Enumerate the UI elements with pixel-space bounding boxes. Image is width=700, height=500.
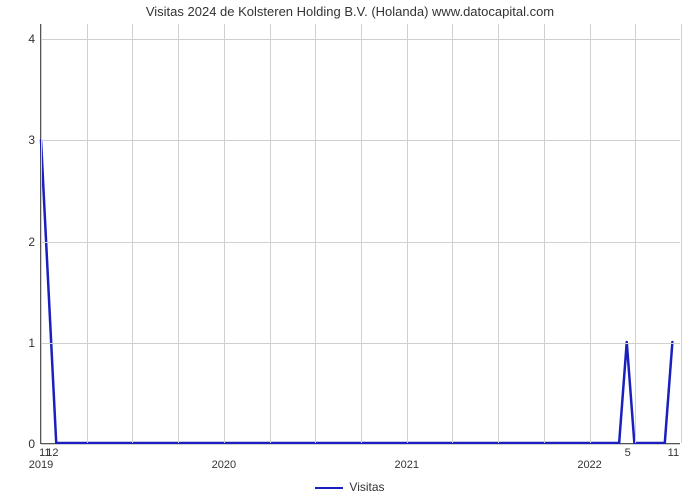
- y-tick-label: 1: [28, 336, 41, 350]
- y-tick-label: 4: [28, 32, 41, 46]
- legend: Visitas: [0, 480, 700, 494]
- y-tick-label: 3: [28, 133, 41, 147]
- visits-chart: Visitas 2024 de Kolsteren Holding B.V. (…: [0, 0, 700, 500]
- gridline-v: [498, 24, 499, 443]
- legend-label: Visitas: [349, 480, 384, 494]
- gridline-v: [224, 24, 225, 443]
- gridline-v: [178, 24, 179, 443]
- gridline-v: [132, 24, 133, 443]
- gridline-v: [590, 24, 591, 443]
- gridline-v: [544, 24, 545, 443]
- chart-title: Visitas 2024 de Kolsteren Holding B.V. (…: [0, 4, 700, 19]
- x-tick-label-major: 2022: [577, 443, 601, 471]
- gridline-v: [361, 24, 362, 443]
- gridline-v: [87, 24, 88, 443]
- y-tick-label: 2: [28, 235, 41, 249]
- x-tick-label-minor: 11: [668, 443, 679, 459]
- x-tick-label-minor: 5: [625, 443, 631, 459]
- legend-swatch: [315, 487, 343, 489]
- x-tick-label-major: 2020: [212, 443, 236, 471]
- gridline-v: [452, 24, 453, 443]
- gridline-v: [41, 24, 42, 443]
- gridline-v: [635, 24, 636, 443]
- gridline-v: [270, 24, 271, 443]
- gridline-v: [407, 24, 408, 443]
- plot-area: 0123420192020202120221112511: [40, 24, 680, 444]
- x-tick-label-major: 2021: [394, 443, 418, 471]
- gridline-v: [681, 24, 682, 443]
- x-tick-label-minor: 12: [46, 443, 58, 459]
- gridline-v: [315, 24, 316, 443]
